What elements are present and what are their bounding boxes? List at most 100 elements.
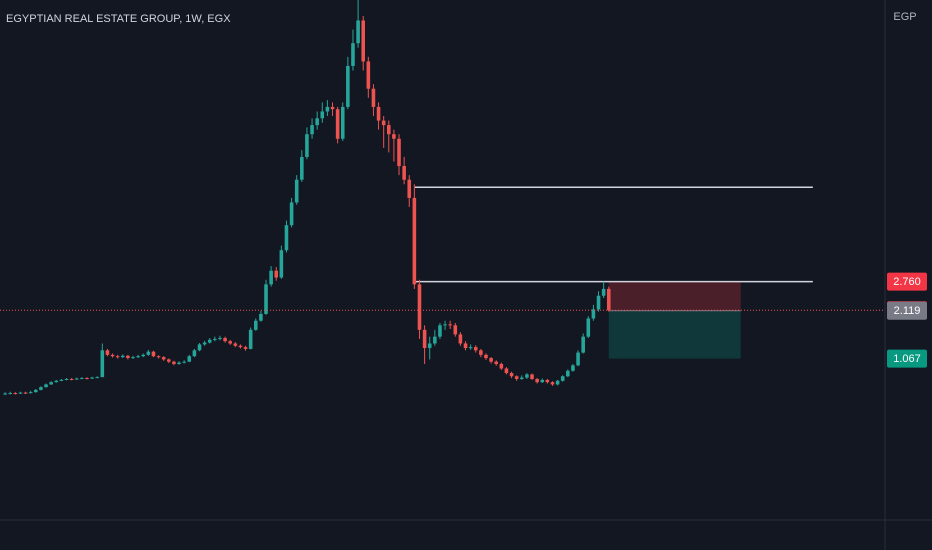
candle-body xyxy=(438,325,442,337)
candle-body xyxy=(305,134,309,157)
stop-zone xyxy=(608,281,741,311)
candle-body xyxy=(371,88,376,107)
candle-body xyxy=(177,362,181,364)
candle-body xyxy=(49,382,53,385)
candle-body xyxy=(187,356,192,362)
candle-body xyxy=(427,343,432,349)
candle-body xyxy=(525,374,529,378)
candle-body xyxy=(571,365,575,371)
candle-body xyxy=(356,20,360,44)
candle-body xyxy=(59,379,64,381)
candle-body xyxy=(499,363,504,369)
candle-body xyxy=(279,250,284,278)
target-tag-bg xyxy=(887,349,927,368)
candle-body xyxy=(320,111,325,119)
candle-body xyxy=(453,325,458,335)
target-tag: 1.067 xyxy=(893,353,921,365)
candle-body xyxy=(325,106,330,112)
candle-body xyxy=(259,313,263,321)
candle-body xyxy=(253,320,258,330)
candle-body xyxy=(468,347,473,349)
candle-body xyxy=(397,138,401,167)
candle-body xyxy=(243,347,248,349)
target-zone xyxy=(608,310,741,359)
candle-body xyxy=(463,343,468,349)
candle-body xyxy=(54,380,59,383)
candle-body xyxy=(540,379,545,383)
candle-body xyxy=(509,373,514,377)
candle-body xyxy=(606,288,611,311)
candle-body xyxy=(402,166,406,180)
candle-body xyxy=(141,354,146,357)
entry-tag-bg xyxy=(887,301,927,320)
candle-body xyxy=(197,344,202,351)
candle-body xyxy=(545,379,550,383)
candle-body xyxy=(284,225,289,251)
candle-body xyxy=(218,338,222,340)
candle-body xyxy=(23,392,28,394)
candle-body xyxy=(596,295,601,310)
candle-body xyxy=(202,342,207,345)
candle-body xyxy=(458,334,463,344)
candle-body xyxy=(18,392,23,394)
candle-body xyxy=(105,350,110,355)
candle-body xyxy=(366,61,371,89)
candle-body xyxy=(520,377,524,379)
candle-body xyxy=(233,343,238,346)
candle-body xyxy=(335,109,340,139)
candle-body xyxy=(44,384,48,388)
candle-body xyxy=(376,106,381,121)
candle-body xyxy=(392,134,396,139)
candle-body xyxy=(530,374,534,379)
candle-body xyxy=(120,355,125,358)
candle-body xyxy=(3,393,7,395)
candle-body xyxy=(39,387,43,390)
candle-body xyxy=(351,43,355,66)
candle-body xyxy=(330,106,335,110)
candle-body xyxy=(131,357,135,359)
candle-body xyxy=(581,336,585,353)
candle-body xyxy=(535,378,539,383)
candle-body xyxy=(269,270,273,285)
candle-body xyxy=(228,341,232,344)
candle-body xyxy=(151,351,156,357)
candle-body xyxy=(361,20,365,62)
candle-body xyxy=(346,65,350,107)
candle-body xyxy=(294,179,299,203)
candle-body xyxy=(601,288,606,296)
candle-body xyxy=(213,338,217,340)
candle-body xyxy=(417,284,422,330)
candle-body xyxy=(300,156,304,180)
candle-body xyxy=(489,358,493,362)
candle-body xyxy=(433,336,437,344)
candle-body xyxy=(586,318,591,337)
candle-body xyxy=(412,197,417,285)
candle-body xyxy=(315,118,319,126)
candle-body xyxy=(34,389,38,393)
candle-body xyxy=(479,350,483,355)
candle-body xyxy=(407,179,412,198)
candle-body xyxy=(386,125,391,135)
candle-body xyxy=(161,357,166,360)
candle-body xyxy=(494,361,499,364)
candle-body xyxy=(310,125,314,135)
candle-body xyxy=(422,329,427,349)
candle-body xyxy=(8,393,13,395)
candle-body xyxy=(80,378,84,380)
candle-body xyxy=(340,106,345,139)
candle-body xyxy=(207,339,212,343)
candle-body xyxy=(448,324,452,326)
candle-body xyxy=(566,370,570,377)
stop-tag: 2.760 xyxy=(893,276,921,288)
candle-body xyxy=(555,380,560,385)
candle-body xyxy=(264,284,268,314)
y-unit: EGP xyxy=(893,11,916,23)
candle-body xyxy=(576,352,580,366)
candle-body xyxy=(560,376,565,381)
candle-body xyxy=(484,354,488,359)
candle-body xyxy=(64,378,69,380)
candle-body xyxy=(126,355,130,359)
candle-body xyxy=(136,356,140,358)
